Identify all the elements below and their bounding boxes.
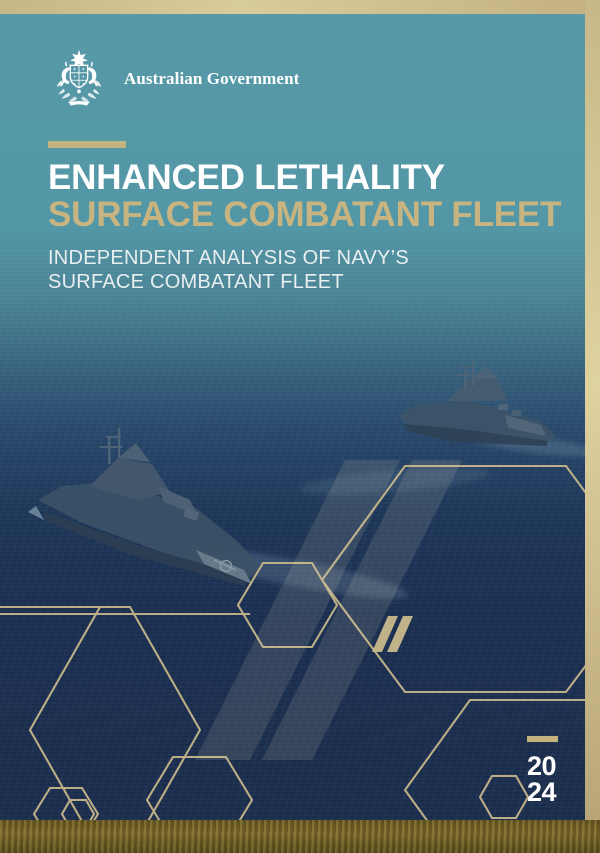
hexagon-small-midright	[478, 774, 530, 820]
gold-band-bottom	[0, 820, 600, 853]
year-top: 20	[527, 751, 557, 781]
australian-coat-of-arms-icon	[56, 49, 102, 106]
page-title-line-2: SURFACE COMBATANT FLEET	[48, 195, 562, 234]
government-wordmark: Australian Government	[124, 69, 300, 88]
hexagon-medium	[236, 561, 339, 649]
gold-band-top	[0, 0, 600, 14]
cover-header: Australian Government ENHANCED LETHALITY…	[48, 48, 562, 294]
double-slash-mark	[372, 616, 413, 652]
year-bottom: 24	[527, 777, 557, 807]
diagonal-slash-band	[195, 460, 462, 760]
publication-year: 20 24	[527, 736, 558, 807]
title-accent-rule	[48, 141, 126, 148]
gold-band-right	[585, 0, 600, 853]
year-accent-rule	[527, 736, 558, 742]
subtitle-line-2: SURFACE COMBATANT FLEET	[48, 271, 344, 293]
hexagon-right-lower	[403, 698, 600, 853]
chevron-line-secondary	[28, 606, 101, 853]
subtitle-line-1: INDEPENDENT ANALYSIS OF NAVY’S	[48, 247, 409, 269]
page-title-line-1: ENHANCED LETHALITY	[48, 158, 445, 197]
chevron-line-long	[0, 605, 202, 853]
government-branding: Australian Government	[48, 48, 548, 110]
page-subtitle: INDEPENDENT ANALYSIS OF NAVY’S SURFACE C…	[48, 246, 548, 294]
